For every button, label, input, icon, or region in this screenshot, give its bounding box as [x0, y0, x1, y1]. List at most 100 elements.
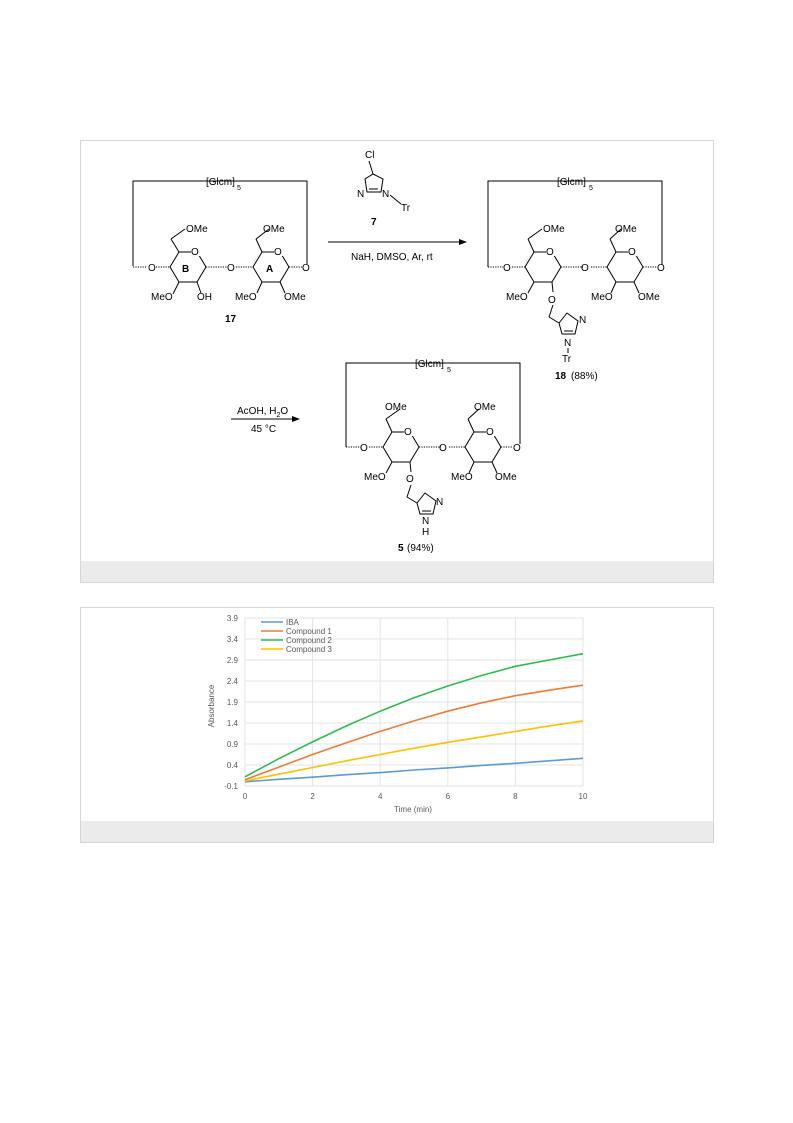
y-axis-label: Absorbance [207, 684, 216, 727]
x-tick-label: 4 [378, 792, 383, 801]
reagent-7-structure: Cl N N Tr 7 [357, 150, 411, 228]
y-tick-label: 0.9 [227, 740, 239, 749]
series-line-iba [244, 757, 584, 783]
n-3-5: N [436, 497, 443, 508]
reaction-scheme-panel: [Glcm] 5 O OMe O B MeO OH O OMe [80, 140, 714, 583]
ome-a-5: OMe [495, 472, 517, 483]
chart-ticks: -0.1 0.4 0.9 1.4 1.9 2.4 2.9 3.4 3.9 0 2 4 6 8 10 [224, 614, 588, 801]
tr-7: Tr [401, 203, 411, 214]
y-tick-label: 3.4 [227, 635, 239, 644]
chart-series [244, 652, 584, 783]
o-right-18: O [657, 263, 665, 274]
y-tick-label: 2.9 [227, 656, 239, 665]
tr-18: Tr [562, 354, 572, 365]
o-glyco-17: O [227, 263, 235, 274]
h-5: H [422, 527, 429, 538]
compound-5-yield: (94%) [407, 543, 434, 554]
o-2-18: O [548, 295, 556, 306]
legend-label: IBA [286, 618, 300, 627]
o-ring-b-5: O [404, 427, 412, 438]
o-left-5: O [360, 443, 368, 454]
meo-a-5: MeO [451, 472, 473, 483]
oh-b-17: OH [197, 292, 212, 303]
o-left-18: O [503, 263, 511, 274]
n-1-5: N [422, 516, 429, 527]
reaction-arrow-1: NaH, DMSO, Ar, rt [328, 239, 467, 263]
glcm-subscript-18: 5 [589, 185, 593, 192]
glcm-label-18: [Glcm] [557, 177, 586, 188]
ring-b-label: B [182, 264, 189, 275]
glcm-subscript-17: 5 [237, 185, 241, 192]
ome-a-17: OMe [284, 292, 306, 303]
glcm-label-5: [Glcm] [415, 359, 444, 370]
compound-17-label: 17 [225, 314, 237, 325]
ome-6-a-17: OMe [263, 224, 285, 235]
step2-conditions-line2: 45 °C [251, 424, 276, 435]
compound-18-structure: [Glcm] 5 O OMe O MeO O N N Tr O [487, 177, 665, 382]
chart-panel-footer [81, 821, 713, 842]
legend-label: Compound 2 [286, 636, 332, 645]
meo-a-18: MeO [591, 292, 613, 303]
x-tick-label: 0 [243, 792, 248, 801]
ome-a-18: OMe [638, 292, 660, 303]
compound-17-structure: [Glcm] 5 O OMe O B MeO OH O OMe [132, 177, 310, 325]
o-2-5: O [406, 474, 414, 485]
n-1-7: N [382, 189, 389, 200]
compound-18-label: 18 [555, 371, 567, 382]
absorbance-chart: -0.1 0.4 0.9 1.4 1.9 2.4 2.9 3.4 3.9 0 2 4 6 8 10 Time… [207, 614, 588, 814]
o-ring-a-5: O [486, 427, 494, 438]
meo-b-5: MeO [364, 472, 386, 483]
legend-label: Compound 1 [286, 627, 332, 636]
o-glyco-18: O [581, 263, 589, 274]
o-glyco-5: O [439, 443, 447, 454]
y-tick-label: -0.1 [224, 782, 238, 791]
meo-b-17: MeO [151, 292, 173, 303]
meo-a-17: MeO [235, 292, 257, 303]
o-ring-a-17: O [274, 247, 282, 258]
x-axis-label: Time (min) [394, 805, 432, 814]
y-tick-label: 1.4 [227, 719, 239, 728]
meo-b-18: MeO [506, 292, 528, 303]
chart-grid [244, 617, 584, 787]
step1-conditions: NaH, DMSO, Ar, rt [351, 252, 433, 263]
y-tick-label: 2.4 [227, 677, 239, 686]
ome-6-a-18: OMe [615, 224, 637, 235]
x-tick-label: 10 [579, 792, 588, 801]
ring-a-label: A [266, 264, 273, 275]
y-tick-label: 0.4 [227, 761, 239, 770]
o-ring-a-18: O [628, 247, 636, 258]
ome-6-b-18: OMe [543, 224, 565, 235]
ome-6-b-17: OMe [186, 224, 208, 235]
glcm-subscript-5: 5 [447, 367, 451, 374]
x-tick-label: 8 [513, 792, 518, 801]
n-3-7: N [357, 189, 364, 200]
series-line-compound-2 [244, 652, 584, 778]
o-right-5: O [513, 443, 521, 454]
n-3-18: N [579, 315, 586, 326]
ome-6-b-5: OMe [385, 402, 407, 413]
legend-label: Compound 3 [286, 645, 332, 654]
x-tick-label: 6 [446, 792, 451, 801]
reaction-scheme: [Glcm] 5 O OMe O B MeO OH O OMe [132, 150, 665, 554]
absorbance-chart-panel: -0.1 0.4 0.9 1.4 1.9 2.4 2.9 3.4 3.9 0 2 4 6 8 10 Time… [80, 607, 714, 843]
step2-conditions-line1: AcOH, H2O [237, 406, 288, 419]
compound-5-label: 5 [398, 543, 404, 554]
cl-7: Cl [365, 150, 374, 161]
series-line-compound-3 [244, 720, 584, 782]
o-ring-b-18: O [546, 247, 554, 258]
y-tick-label: 3.9 [227, 614, 239, 623]
compound-5-structure: [Glcm] 5 O OMe O MeO O N N H O [345, 359, 521, 554]
ome-6-a-5: OMe [474, 402, 496, 413]
glcm-label-17: [Glcm] [206, 177, 235, 188]
o-ring-b-17: O [191, 247, 199, 258]
x-tick-label: 2 [310, 792, 315, 801]
y-tick-label: 1.9 [227, 698, 239, 707]
o-right-17: O [302, 263, 310, 274]
series-line-compound-1 [244, 684, 584, 781]
n-1-18: N [564, 338, 571, 349]
scheme-panel-footer [81, 561, 713, 582]
o-left-17: O [148, 263, 156, 274]
reaction-arrow-2: AcOH, H2O 45 °C [231, 406, 300, 435]
compound-7-label: 7 [371, 217, 377, 228]
